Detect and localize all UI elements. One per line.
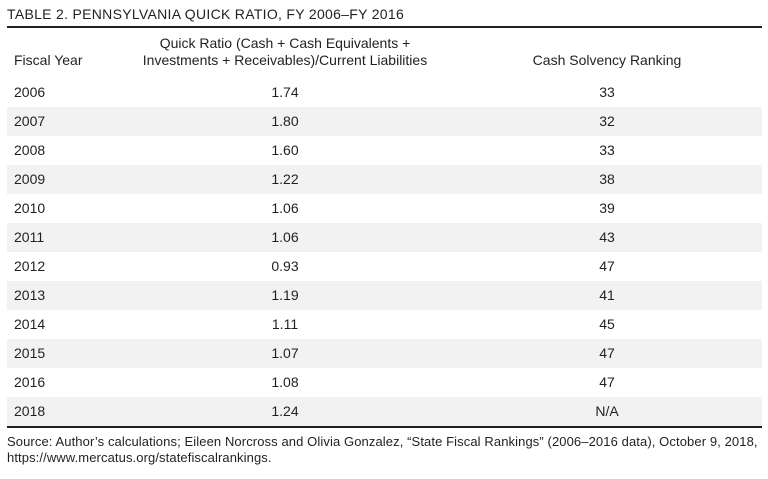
column-header-quick-ratio: Quick Ratio (Cash + Cash Equivalents + I…	[142, 35, 428, 68]
quick-ratio-cell: 1.74	[271, 84, 299, 100]
ranking-cell: 47	[599, 374, 615, 390]
ranking-cell: 47	[599, 258, 615, 274]
table-row: 2012 0.93 47	[7, 252, 762, 281]
fiscal-year-cell: 2014	[14, 316, 46, 332]
table-row: 2006 1.74 33	[7, 78, 762, 107]
table-row: 2008 1.60 33	[7, 136, 762, 165]
bottom-rule	[7, 426, 762, 428]
ranking-cell: 47	[599, 345, 615, 361]
fiscal-year-cell: 2018	[14, 403, 46, 419]
fiscal-year-cell: 2006	[14, 84, 46, 100]
fiscal-year-cell: 2016	[14, 374, 46, 390]
ranking-cell: 33	[599, 142, 615, 158]
source-note: Source: Author’s calculations; Eileen No…	[7, 434, 758, 465]
quick-ratio-cell: 1.06	[271, 200, 299, 216]
quick-ratio-cell: 1.60	[271, 142, 299, 158]
quick-ratio-cell: 1.07	[271, 345, 299, 361]
fiscal-year-cell: 2009	[14, 171, 46, 187]
table-figure: TABLE 2. PENNSYLVANIA QUICK RATIO, FY 20…	[0, 6, 768, 465]
quick-ratio-cell: 1.08	[271, 374, 299, 390]
ranking-cell: 45	[599, 316, 615, 332]
quick-ratio-cell: 1.11	[271, 316, 299, 332]
ranking-cell: 41	[599, 287, 615, 303]
table-header-row: Fiscal Year Quick Ratio (Cash + Cash Equ…	[7, 28, 762, 78]
column-header-fiscal-year: Fiscal Year	[14, 52, 83, 68]
ranking-cell: N/A	[595, 403, 619, 419]
table-row: 2015 1.07 47	[7, 339, 762, 368]
table-title: TABLE 2. PENNSYLVANIA QUICK RATIO, FY 20…	[7, 6, 405, 22]
ranking-cell: 43	[599, 229, 615, 245]
ranking-cell: 32	[599, 113, 615, 129]
table-row: 2018 1.24 N/A	[7, 397, 762, 426]
quick-ratio-cell: 1.80	[271, 113, 299, 129]
table-row: 2011 1.06 43	[7, 223, 762, 252]
ranking-cell: 38	[599, 171, 615, 187]
table-row: 2013 1.19 41	[7, 281, 762, 310]
ranking-cell: 39	[599, 200, 615, 216]
table-row: 2010 1.06 39	[7, 194, 762, 223]
fiscal-year-cell: 2010	[14, 200, 46, 216]
table-row: 2016 1.08 47	[7, 368, 762, 397]
quick-ratio-cell: 0.93	[271, 258, 299, 274]
fiscal-year-cell: 2015	[14, 345, 46, 361]
table-row: 2007 1.80 32	[7, 107, 762, 136]
quick-ratio-cell: 1.22	[271, 171, 299, 187]
fiscal-year-cell: 2008	[14, 142, 46, 158]
table-body: 2006 1.74 33 2007 1.80 32 2008 1.60 33 2…	[7, 78, 762, 426]
table-row: 2014 1.11 45	[7, 310, 762, 339]
fiscal-year-cell: 2013	[14, 287, 46, 303]
ranking-cell: 33	[599, 84, 615, 100]
quick-ratio-cell: 1.24	[271, 403, 299, 419]
quick-ratio-cell: 1.06	[271, 229, 299, 245]
fiscal-year-cell: 2011	[14, 229, 45, 245]
table-row: 2009 1.22 38	[7, 165, 762, 194]
quick-ratio-cell: 1.19	[271, 287, 299, 303]
fiscal-year-cell: 2007	[14, 113, 46, 129]
top-rule	[7, 26, 762, 28]
column-header-cash-solvency-ranking: Cash Solvency Ranking	[532, 52, 682, 68]
fiscal-year-cell: 2012	[14, 258, 46, 274]
